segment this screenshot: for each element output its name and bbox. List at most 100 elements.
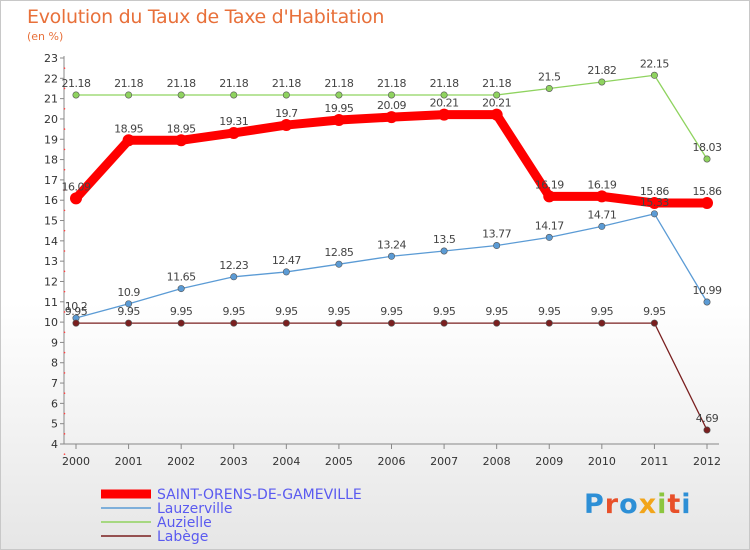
data-label: 21.18	[324, 77, 353, 90]
axes: 4 5 6 7 8 9 10 11 12 13 14 15 16 17 18 19 20 21 22 23 2000 20…	[44, 52, 721, 468]
y-tick-label: 19	[44, 133, 58, 146]
data-label: 21.5	[538, 70, 561, 83]
data-label: 14.17	[535, 219, 564, 232]
data-label: 13.24	[377, 238, 406, 251]
data-point	[703, 426, 711, 434]
data-label: 10.9	[117, 286, 140, 299]
data-label: 20.09	[377, 99, 406, 112]
data-label: 19.31	[219, 115, 248, 128]
data-point	[493, 91, 501, 99]
legend-item: Auzielle	[101, 515, 212, 531]
proxiti-logo: Proxiti	[584, 489, 692, 520]
data-point	[282, 268, 290, 276]
y-tick-label: 16	[44, 194, 58, 207]
data-label: 9.95	[328, 305, 351, 318]
x-tick: 2001	[115, 444, 143, 468]
data-label: 21.18	[482, 77, 511, 90]
y-minor-dot	[63, 372, 66, 374]
y-tick: 7	[51, 377, 66, 395]
series-2	[72, 71, 711, 163]
data-label: 14.71	[587, 208, 616, 221]
data-label: 19.95	[324, 102, 353, 115]
data-point	[650, 71, 658, 79]
y-tick: 17	[44, 174, 66, 191]
data-point	[703, 155, 711, 163]
data-point	[595, 190, 608, 203]
data-label: 18.03	[693, 141, 722, 154]
y-minor-dot	[63, 209, 66, 212]
data-label: 19.7	[275, 107, 298, 120]
data-point	[282, 319, 290, 327]
data-label: 9.95	[65, 305, 88, 318]
data-point	[598, 222, 606, 230]
data-point	[177, 91, 185, 99]
data-point	[545, 319, 553, 327]
data-label: 9.95	[538, 305, 561, 318]
y-minor-dot	[63, 107, 66, 110]
data-label: 9.95	[223, 305, 246, 318]
data-label: 21.18	[377, 77, 406, 90]
chart-title: Evolution du Taux de Taxe d'Habitation	[27, 6, 385, 28]
data-label: 9.95	[643, 305, 666, 318]
data-label: 13.5	[433, 233, 456, 246]
data-label: 21.18	[272, 77, 301, 90]
y-tick: 9	[51, 336, 66, 354]
y-minor-dot	[63, 128, 66, 130]
data-point	[440, 319, 448, 327]
data-point	[230, 273, 238, 281]
x-tick-label: 2011	[640, 455, 668, 468]
y-tick-label: 7	[51, 377, 58, 390]
data-label: 21.18	[114, 77, 143, 90]
y-tick: 19	[44, 133, 66, 151]
y-tick: 14	[44, 235, 66, 252]
data-point	[703, 298, 711, 306]
y-minor-dot	[63, 189, 66, 191]
data-point	[490, 108, 503, 121]
y-tick-label: 21	[44, 93, 58, 106]
data-label: 15.86	[693, 185, 722, 198]
data-label: 13.77	[482, 228, 511, 241]
legend-label: Auzielle	[157, 515, 212, 531]
data-point	[385, 111, 398, 124]
data-point	[493, 319, 501, 327]
data-point	[70, 192, 82, 205]
x-tick: 2010	[588, 444, 616, 468]
data-point	[387, 252, 395, 260]
y-tick-label: 10	[44, 316, 58, 329]
series-line	[75, 213, 708, 319]
y-tick-label: 23	[44, 52, 58, 65]
y-minor-dot	[63, 67, 66, 69]
data-point	[175, 134, 188, 147]
y-tick: 10	[44, 316, 66, 334]
y-minor-dot	[63, 87, 66, 90]
y-tick-label: 4	[51, 438, 58, 451]
data-label: 18.95	[114, 122, 143, 135]
data-point	[230, 91, 238, 99]
data-label: 21.18	[219, 77, 248, 90]
x-tick-label: 2003	[220, 455, 248, 468]
x-tick: 2005	[325, 444, 353, 468]
y-minor-dot	[63, 433, 66, 435]
legend-label: SAINT-ORENS-DE-GAMEVILLE	[157, 487, 362, 503]
data-labels: 16.09 18.95 18.95 19.31 19.7 19.95 20.09 20.21 2…	[62, 57, 723, 425]
y-minor-dot	[63, 168, 66, 171]
data-label: 9.95	[170, 305, 193, 318]
data-label: 10.2	[65, 300, 88, 313]
data-label: 15.86	[640, 185, 669, 198]
data-label: 9.95	[117, 305, 140, 318]
x-tick-label: 2006	[378, 455, 406, 468]
y-minor-dot	[63, 229, 66, 232]
data-point	[335, 319, 343, 327]
y-minor-dot	[63, 453, 66, 455]
y-minor-dot	[63, 392, 66, 395]
data-point	[72, 91, 80, 99]
y-tick: 16	[44, 194, 66, 212]
y-minor-dot	[63, 148, 66, 151]
legend-label: Lauzerville	[157, 501, 233, 517]
data-label: 15.33	[640, 196, 669, 209]
y-minor-dot	[63, 270, 66, 273]
y-tick-label: 22	[44, 72, 58, 85]
data-point	[545, 84, 553, 92]
legend: SAINT-ORENS-DE-GAMEVILLELauzervilleAuzie…	[101, 487, 362, 545]
